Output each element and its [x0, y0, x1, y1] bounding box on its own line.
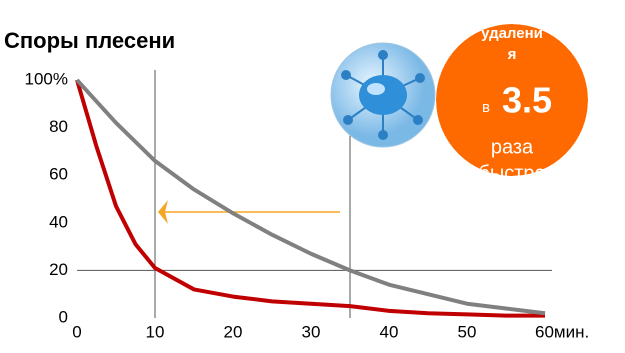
y-tick-label: 80: [49, 117, 68, 136]
y-tick-label: 60: [49, 165, 68, 184]
x-tick-label: 40: [380, 322, 399, 341]
x-tick-label: 0: [72, 322, 81, 341]
y-tick-label: 0: [59, 307, 68, 326]
x-tick-label: 30: [302, 322, 321, 341]
badge-text: быстре: [478, 162, 545, 184]
y-tick-label: 100%: [25, 69, 68, 88]
chart-title: Споры плесени: [4, 28, 175, 53]
germ-icon: [331, 43, 435, 147]
badge-text: в: [482, 99, 490, 116]
chart: Споры плесени ь удалени я в 3.5 раза быстре 0 2…: [0, 0, 625, 353]
badge-text: я: [508, 46, 517, 63]
badge-text: удалени: [481, 25, 543, 42]
y-tick-label: 20: [49, 260, 68, 279]
x-tick-label: 50: [458, 322, 477, 341]
x-tick-label: 20: [224, 322, 243, 341]
badge: ь удалени я в 3.5 раза быстре: [436, 5, 588, 184]
badge-text: 3.5: [502, 80, 552, 121]
badge-text: раза: [491, 136, 534, 158]
badge-text: ь: [507, 5, 516, 22]
x-tick-label: 60мин.: [535, 322, 589, 341]
x-tick-label: 10: [146, 322, 165, 341]
y-tick-label: 40: [49, 212, 68, 231]
